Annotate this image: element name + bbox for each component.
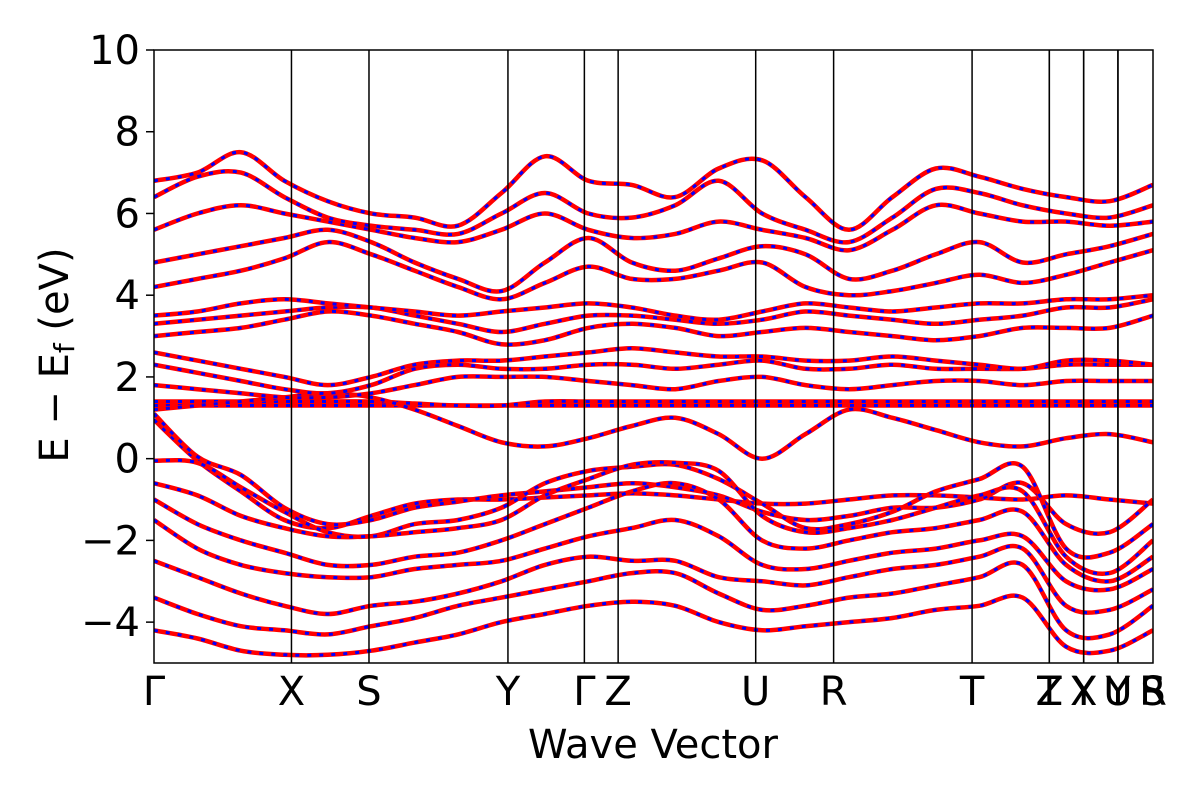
band-line-blue-dashed-13 — [154, 359, 1153, 395]
kpoint-label-14: Y — [1105, 669, 1131, 715]
y-axis-label-main: E − E — [32, 353, 78, 463]
kpoint-label-2: S — [356, 669, 381, 715]
band-line-red-2 — [154, 457, 1153, 560]
band-line-blue-dashed-18 — [154, 240, 1153, 301]
kpoint-label-7: R — [820, 669, 848, 715]
band-line-blue-dashed-5 — [154, 518, 1153, 592]
band-line-blue-dashed-2 — [154, 458, 1153, 560]
kpoint-label-15: S — [1140, 669, 1165, 715]
y-tick-label-3: 2 — [115, 355, 140, 401]
kpoint-label-8: T — [959, 669, 985, 715]
kpoint-label-6: U — [741, 669, 770, 715]
y-tick-label-5: 6 — [115, 191, 140, 237]
kpoint-label-4: Γ — [573, 669, 596, 715]
y-axis: −4 −2 0 2 4 6 8 10 — [81, 28, 154, 646]
kpoint-label-5: Z — [604, 669, 631, 715]
kpoint-label-9: Z — [1036, 669, 1063, 715]
band-line-blue-dashed-3 — [154, 460, 1153, 576]
band-line-blue-dashed-14 — [154, 346, 1153, 387]
kpoint-label-11: Y — [1070, 669, 1096, 715]
y-axis-label: E − Ef (eV) — [32, 247, 81, 462]
band-line-red-8 — [154, 593, 1153, 658]
y-tick-label-7: 10 — [89, 28, 140, 74]
y-tick-label-1: −2 — [81, 518, 140, 564]
band-line-red-21 — [154, 168, 1153, 245]
x-axis: Γ X S Y Γ Z U R T ZT YX UY SR — [143, 669, 1167, 715]
band-line-red-22 — [154, 149, 1153, 233]
band-line-blue-dashed-20 — [154, 203, 1153, 252]
band-line-blue-dashed-6 — [154, 544, 1153, 616]
band-line-blue-dashed-10 — [154, 399, 1153, 408]
y-tick-label-4: 4 — [115, 273, 140, 319]
kpoint-label-10: T — [1036, 669, 1062, 715]
kpoint-label-3: Y — [495, 669, 521, 715]
kpoint-lines-layer — [290, 50, 1119, 663]
y-tick-label-0: −4 — [81, 600, 140, 646]
kpoint-label-13: U — [1103, 669, 1132, 715]
kpoint-label-12: X — [1070, 669, 1097, 715]
y-tick-label-6: 8 — [115, 110, 140, 156]
band-line-blue-dashed-16 — [154, 297, 1153, 334]
y-axis-label-unit: (eV) — [32, 247, 78, 343]
y-tick-label-2: 0 — [115, 437, 140, 483]
band-line-blue-dashed-1 — [154, 412, 1153, 536]
plot-frame — [153, 49, 1154, 664]
band-line-red-1 — [154, 412, 1153, 537]
kpoint-label-16: R — [1139, 669, 1167, 715]
band-line-blue-dashed-15 — [154, 309, 1153, 347]
band-line-blue-dashed-17 — [154, 293, 1153, 322]
kpoint-label-1: X — [278, 669, 305, 715]
band-line-blue-dashed-4 — [154, 481, 1153, 583]
x-axis-label: Wave Vector — [528, 722, 779, 768]
band-line-blue-dashed-12 — [154, 374, 1153, 400]
y-axis-label-subscript: f — [48, 342, 81, 353]
kpoint-label-0: Γ — [143, 669, 166, 715]
band-line-red-19 — [154, 227, 1153, 294]
bands-layer — [154, 149, 1153, 658]
band-line-blue-dashed-0 — [154, 418, 1153, 530]
band-line-blue-dashed-7 — [154, 561, 1153, 640]
